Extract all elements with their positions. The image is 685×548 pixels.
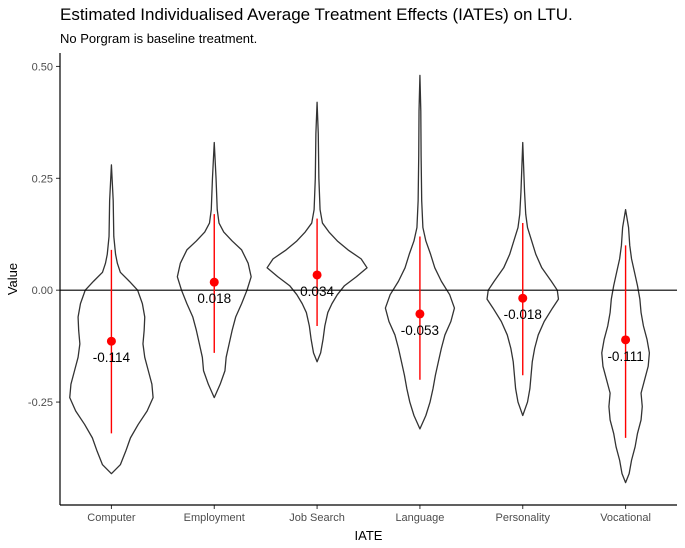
mean-point xyxy=(621,335,631,345)
x-tick-label: Job Search xyxy=(289,512,345,524)
mean-point xyxy=(209,277,219,287)
x-tick-label: Language xyxy=(395,512,444,524)
violin-computer xyxy=(69,164,154,475)
chart-subtitle: No Porgram is baseline treatment. xyxy=(60,31,258,46)
violin-vocational xyxy=(601,208,651,484)
violin-language xyxy=(384,74,456,430)
x-axis-title: IATE xyxy=(355,528,383,543)
mean-point xyxy=(415,309,425,319)
violin-employment xyxy=(176,141,252,399)
violin-personality xyxy=(486,141,560,417)
y-tick-label: 0.00 xyxy=(32,285,53,297)
y-tick-label: -0.25 xyxy=(28,397,53,409)
data-label: 0.018 xyxy=(197,291,231,306)
violins xyxy=(69,74,651,484)
data-label: -0.114 xyxy=(93,350,131,365)
x-tick-label: Computer xyxy=(87,512,136,524)
y-axis-title: Value xyxy=(5,263,20,295)
x-tick-label: Employment xyxy=(184,512,245,524)
data-label: 0.034 xyxy=(300,284,334,299)
y-axis-ticks: 0.50 0.25 0.00 -0.25 xyxy=(28,61,60,409)
x-tick-label: Vocational xyxy=(600,512,651,524)
chart-title: Estimated Individualised Average Treatme… xyxy=(60,5,573,24)
data-label: -0.053 xyxy=(401,323,439,338)
mean-point xyxy=(518,293,528,303)
mean-points xyxy=(106,270,631,346)
y-tick-label: 0.25 xyxy=(32,173,53,185)
violin-job-search xyxy=(266,101,368,363)
x-axis-ticks: Computer Employment Job Search Language Pers… xyxy=(87,505,651,524)
data-labels: -0.114 0.018 0.034 -0.053 -0.018 -0.111 xyxy=(93,284,644,365)
mean-point xyxy=(106,336,116,346)
mean-point xyxy=(312,270,322,280)
data-label: -0.111 xyxy=(607,349,643,364)
data-label: -0.018 xyxy=(504,307,542,322)
y-tick-label: 0.50 xyxy=(32,61,53,73)
x-tick-label: Personality xyxy=(496,512,551,524)
